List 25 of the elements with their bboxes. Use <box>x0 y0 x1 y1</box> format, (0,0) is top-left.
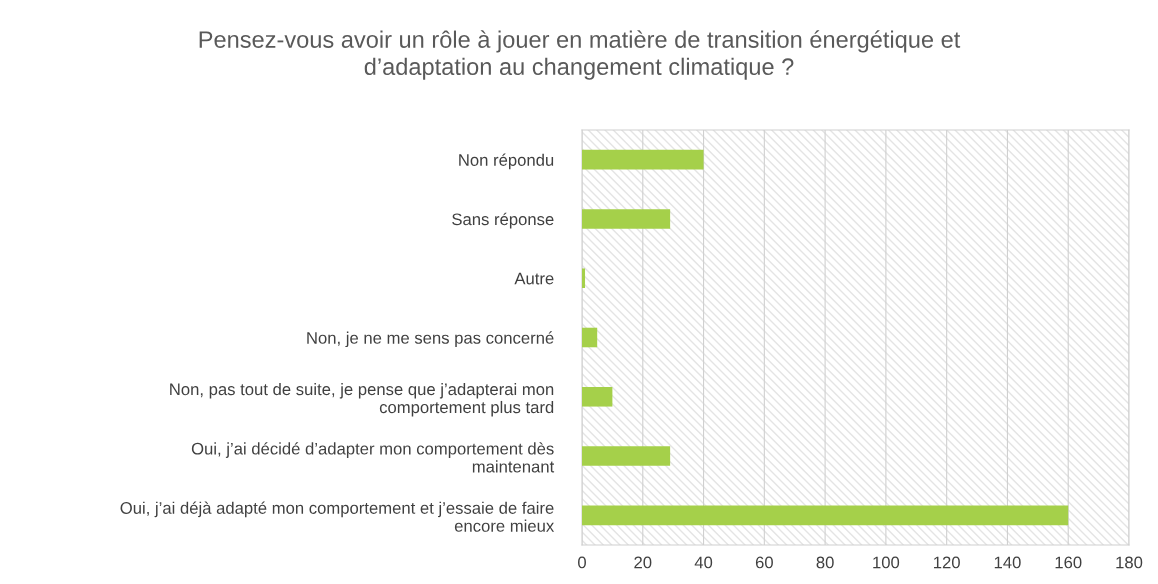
x-tick-label: 140 <box>994 556 1021 569</box>
y-tick-label: Non, je ne me sens pas concerné <box>307 331 554 348</box>
x-tick-label: 100 <box>873 556 900 569</box>
y-tick-label: Oui, j’ai déjà adapté mon comportement et j’essaie de faire encore mieux <box>120 501 555 532</box>
bar <box>582 327 598 348</box>
chart-title: Pensez-vous avoir un rôle à jouer en matière de transition énergétique et d’adaptation au changement climatique ? <box>199 30 961 80</box>
bar <box>582 209 671 229</box>
bar <box>582 387 613 407</box>
y-tick-label: Non, pas tout de suite, je pense que j’adapterai mon comportement plus tard <box>170 382 554 417</box>
bar <box>582 268 586 288</box>
x-tick-label: 40 <box>694 556 713 569</box>
x-tick-label: 160 <box>1055 556 1082 569</box>
bar <box>582 446 671 466</box>
y-tick-label: Autre <box>514 272 554 285</box>
bar <box>582 149 704 170</box>
x-tick-label: 80 <box>816 556 834 569</box>
y-tick-label: Non répondu <box>459 153 554 170</box>
y-tick-label: Oui, j’ai décidé d’adapter mon comportement dès maintenant <box>191 442 555 473</box>
x-tick-label: 120 <box>934 556 960 569</box>
y-tick-label: Sans réponse <box>452 212 554 229</box>
x-tick-label: 180 <box>1116 556 1143 569</box>
x-tick-label: 20 <box>634 556 652 569</box>
bar <box>582 505 1069 526</box>
x-tick-label: 0 <box>578 556 586 569</box>
x-tick-label: 60 <box>755 556 773 569</box>
